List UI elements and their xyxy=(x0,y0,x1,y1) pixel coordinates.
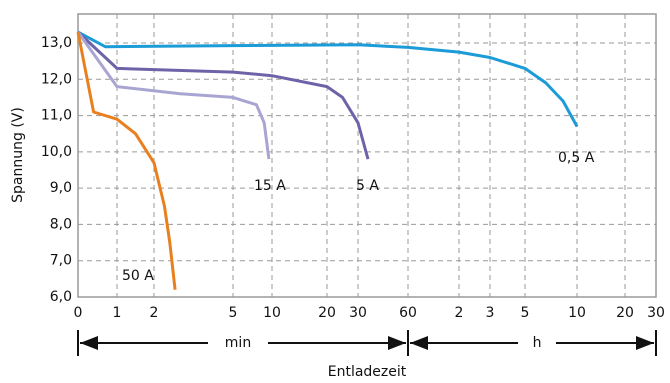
x-tick-label: 30 xyxy=(349,305,367,321)
x-tick-label: 20 xyxy=(318,305,336,321)
x-tick-label: 10 xyxy=(568,305,586,321)
series-line xyxy=(77,30,579,128)
unit-label: h xyxy=(533,335,542,351)
plot-frame xyxy=(77,13,657,298)
x-tick-label: 60 xyxy=(399,305,417,321)
x-tick-label: 10 xyxy=(263,305,281,321)
y-tick-label: 7,0 xyxy=(50,253,72,269)
y-tick-label: 10,0 xyxy=(41,144,72,160)
unit-label: min xyxy=(225,335,251,351)
y-tick-label: 8,0 xyxy=(50,216,72,232)
y-tick-label: 9,0 xyxy=(50,180,72,196)
x-tick-label: 2 xyxy=(455,305,464,321)
x-tick-label: 20 xyxy=(616,305,634,321)
series-line xyxy=(76,31,177,290)
x-tick-label: 2 xyxy=(150,305,159,321)
x-tick-label: 5 xyxy=(521,305,530,321)
series-line xyxy=(76,31,271,160)
x-tick-label: 30 xyxy=(647,305,665,321)
series-label: 0,5 A xyxy=(558,150,595,166)
x-tick-label: 5 xyxy=(229,305,238,321)
series-label: 5 A xyxy=(356,178,379,194)
series-label: 15 A xyxy=(254,178,286,194)
y-tick-label: 11,0 xyxy=(41,108,72,124)
arrow-heads xyxy=(80,336,654,350)
series-line xyxy=(76,31,370,160)
x-tick-label: 0 xyxy=(74,305,83,321)
y-axis-label: Spannung (V) xyxy=(10,107,26,203)
x-tick-label: 1 xyxy=(113,305,122,321)
y-tick-label: 12,0 xyxy=(41,71,72,87)
x-axis-label: Entladezeit xyxy=(328,364,407,380)
series-label: 50 A xyxy=(122,268,154,284)
time-arrows xyxy=(77,330,657,356)
y-tick-label: 6,0 xyxy=(50,289,72,305)
x-tick-label: 3 xyxy=(486,305,495,321)
y-tick-label: 13,0 xyxy=(41,35,72,51)
